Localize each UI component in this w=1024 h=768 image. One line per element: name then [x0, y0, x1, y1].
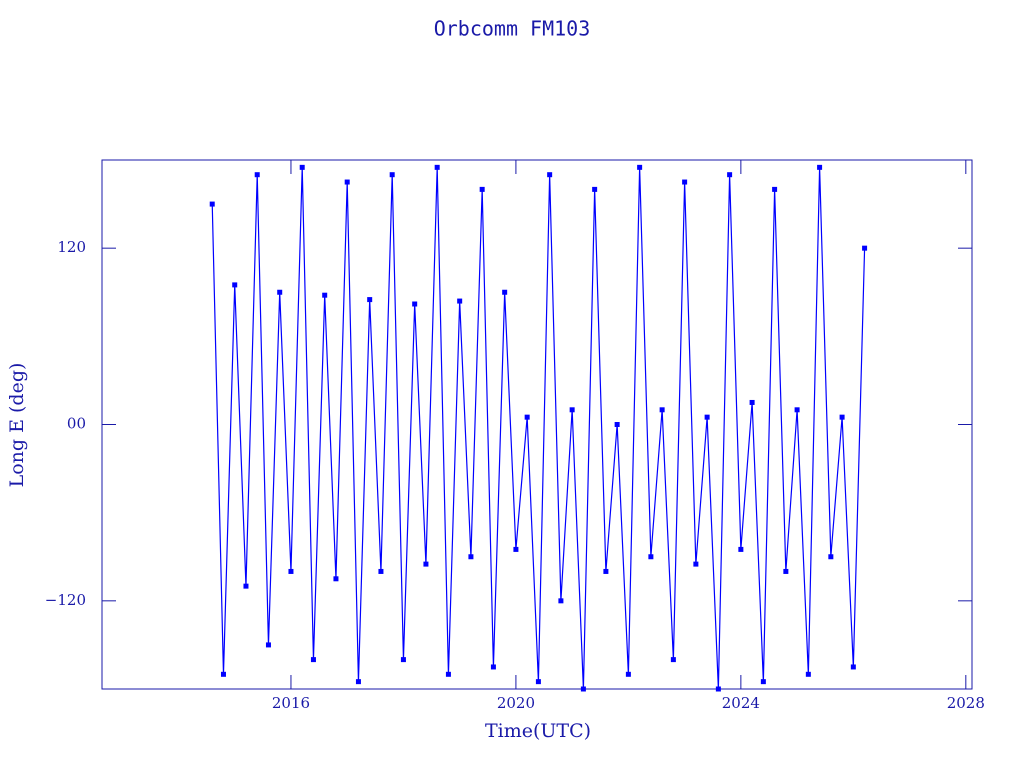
data-point: [254, 172, 260, 178]
data-point: [547, 172, 553, 178]
data-point: [400, 657, 406, 663]
data-point: [220, 671, 226, 677]
data-point: [378, 568, 384, 574]
data-point: [738, 546, 744, 552]
data-point: [423, 561, 429, 567]
data-point: [299, 164, 305, 170]
data-point: [670, 657, 676, 663]
data-point: [693, 561, 699, 567]
x-tick-label: 2028: [947, 694, 985, 712]
data-line: [211, 167, 866, 690]
data-point: [727, 172, 733, 178]
data-point: [862, 245, 868, 251]
data-point: [367, 297, 373, 303]
data-point: [558, 598, 564, 604]
data-point: [704, 414, 710, 420]
data-point: [839, 414, 845, 420]
data-point: [457, 298, 463, 304]
data-point: [828, 554, 834, 560]
y-tick-label: 00: [67, 415, 86, 433]
data-point: [412, 301, 418, 307]
data-point: [817, 164, 823, 170]
data-point: [355, 679, 361, 685]
data-point: [389, 172, 395, 178]
data-point: [614, 422, 620, 427]
data-point: [749, 399, 755, 405]
data-point: [502, 289, 508, 295]
data-point: [265, 642, 271, 648]
data-point: [344, 179, 350, 185]
data-point: [209, 201, 215, 207]
data-point: [569, 407, 575, 413]
x-axis-label: Time(UTC): [485, 720, 591, 742]
data-point: [772, 186, 778, 192]
data-point: [783, 568, 789, 574]
data-point: [322, 292, 328, 298]
data-point: [648, 554, 654, 560]
y-tick-label: −120: [45, 591, 86, 609]
data-point: [310, 657, 316, 663]
chart-title: Orbcomm FM103: [434, 17, 591, 41]
data-point: [592, 186, 598, 192]
x-tick-label: 2016: [272, 694, 310, 712]
y-axis-label: Long E (deg): [6, 363, 28, 488]
data-point: [232, 282, 238, 288]
data-point: [760, 679, 766, 685]
data-point: [603, 568, 609, 574]
data-point: [805, 671, 811, 677]
data-point: [288, 568, 294, 574]
data-point: [434, 164, 440, 170]
data-point: [490, 664, 496, 670]
data-point: [445, 671, 451, 677]
data-point: [333, 576, 339, 582]
data-point: [794, 407, 800, 413]
data-point: [513, 546, 519, 552]
y-tick-label: 120: [57, 238, 86, 256]
data-point: [277, 289, 283, 295]
data-point: [580, 686, 586, 692]
data-point: [625, 671, 631, 677]
x-tick-label: 2024: [722, 694, 760, 712]
data-point: [535, 679, 541, 685]
x-tick-label: 2020: [497, 694, 535, 712]
data-point: [637, 164, 643, 170]
data-point: [715, 686, 721, 692]
data-point: [682, 179, 688, 185]
data-point: [479, 186, 485, 192]
data-point: [243, 583, 249, 589]
data-point: [659, 407, 665, 413]
data-point: [850, 664, 856, 670]
data-point: [524, 414, 530, 420]
data-point: [468, 554, 474, 560]
